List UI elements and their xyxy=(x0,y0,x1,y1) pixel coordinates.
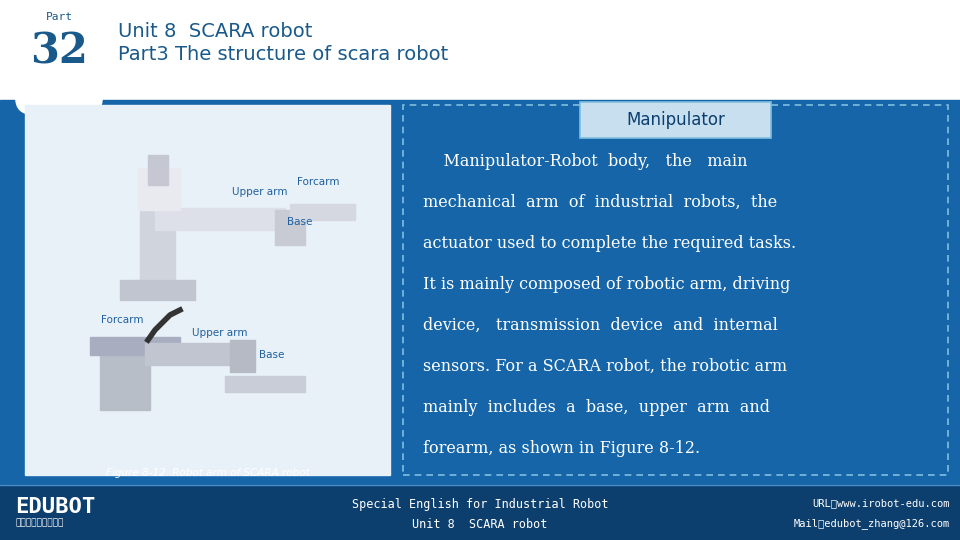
Bar xyxy=(90,337,180,355)
Text: Manipulator: Manipulator xyxy=(626,111,725,129)
Text: Part: Part xyxy=(45,12,73,22)
Text: Base: Base xyxy=(287,217,313,227)
Bar xyxy=(140,210,175,290)
Text: It is mainly composed of robotic arm, driving: It is mainly composed of robotic arm, dr… xyxy=(423,276,790,293)
Text: Forcarm: Forcarm xyxy=(297,177,339,187)
Bar xyxy=(0,0,960,100)
Text: device,   transmission  device  and  internal: device, transmission device and internal xyxy=(423,317,778,334)
Text: sensors. For a SCARA robot, the robotic arm: sensors. For a SCARA robot, the robotic … xyxy=(423,358,787,375)
Text: 32: 32 xyxy=(30,30,88,72)
Text: URL：www.irobot-edu.com: URL：www.irobot-edu.com xyxy=(812,498,950,508)
Text: Unit 8  SCARA robot: Unit 8 SCARA robot xyxy=(118,22,312,41)
Text: actuator used to complete the required tasks.: actuator used to complete the required t… xyxy=(423,235,796,252)
Bar xyxy=(25,105,390,475)
Text: EDUBOT: EDUBOT xyxy=(15,497,95,517)
Bar xyxy=(0,485,960,540)
Bar xyxy=(0,100,960,485)
Text: 哈工海路机器人学院: 哈工海路机器人学院 xyxy=(15,518,63,527)
Text: mechanical  arm  of  industrial  robots,  the: mechanical arm of industrial robots, the xyxy=(423,194,778,211)
Bar xyxy=(155,208,285,230)
FancyBboxPatch shape xyxy=(15,0,103,115)
Bar xyxy=(120,280,195,300)
Bar xyxy=(100,340,150,410)
Text: forearm, as shown in Figure 8-12.: forearm, as shown in Figure 8-12. xyxy=(423,440,700,457)
Text: Special English for Industrial Robot: Special English for Industrial Robot xyxy=(351,498,609,511)
Text: Mail：edubot_zhang@126.com: Mail：edubot_zhang@126.com xyxy=(794,518,950,529)
Text: Figure 8-12  Robot arm of SCARA robot: Figure 8-12 Robot arm of SCARA robot xyxy=(106,468,309,478)
Bar xyxy=(290,204,355,220)
Text: mainly  includes  a  base,  upper  arm  and: mainly includes a base, upper arm and xyxy=(423,399,770,416)
FancyBboxPatch shape xyxy=(580,102,771,138)
Text: Forcarm: Forcarm xyxy=(101,315,143,325)
Bar xyxy=(275,210,305,245)
Text: Base: Base xyxy=(259,350,285,360)
Bar xyxy=(225,376,305,392)
Text: Unit 8  SCARA robot: Unit 8 SCARA robot xyxy=(412,518,548,531)
Bar xyxy=(230,340,255,372)
Text: Upper arm: Upper arm xyxy=(232,187,288,197)
Bar xyxy=(145,343,245,365)
Bar xyxy=(138,168,180,210)
Text: Part3 The structure of scara robot: Part3 The structure of scara robot xyxy=(118,45,448,64)
Text: Manipulator-Robot  body,   the   main: Manipulator-Robot body, the main xyxy=(423,153,748,170)
Text: Upper arm: Upper arm xyxy=(192,328,248,338)
Bar xyxy=(148,155,168,185)
